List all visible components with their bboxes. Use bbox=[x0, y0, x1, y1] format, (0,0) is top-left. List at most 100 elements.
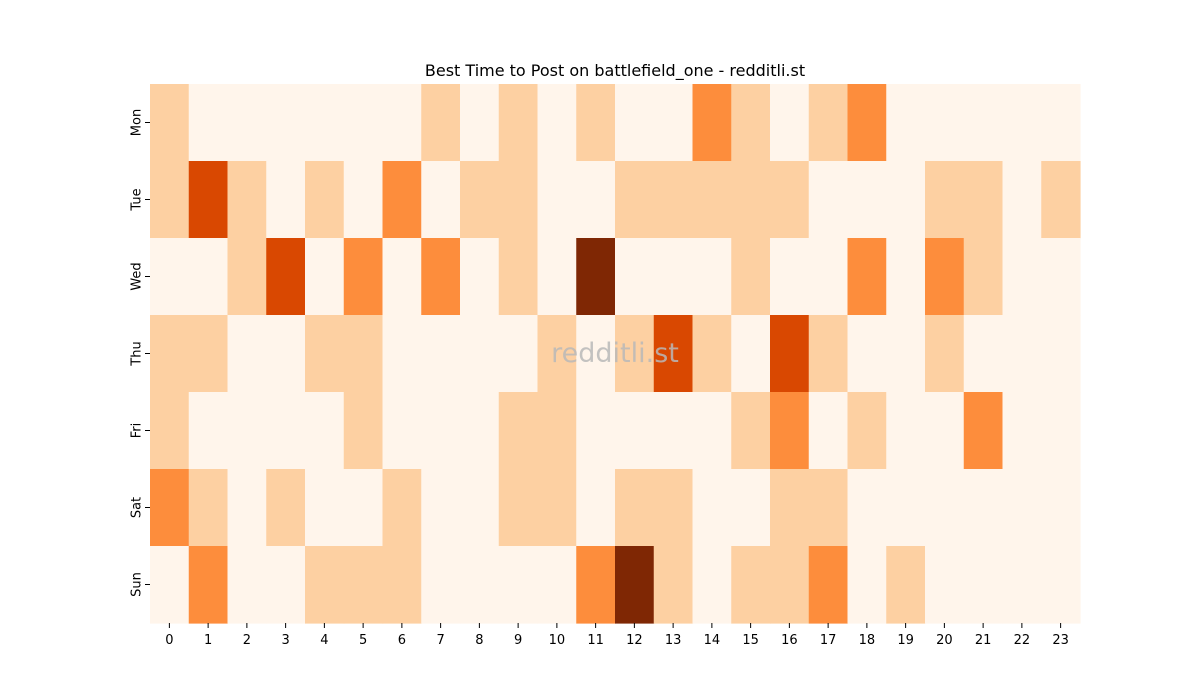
x-tick-label: 15 bbox=[742, 633, 759, 648]
x-tick-label: 17 bbox=[820, 633, 837, 648]
heatmap-cell-mon-8 bbox=[460, 84, 500, 162]
heatmap-cell-tue-19 bbox=[886, 161, 926, 239]
heatmap-cell-thu-15 bbox=[731, 315, 771, 393]
heatmap-cell-thu-6 bbox=[382, 315, 422, 393]
heatmap-cell-thu-8 bbox=[460, 315, 500, 393]
heatmap-cell-sun-6 bbox=[382, 546, 422, 624]
heatmap-cell-mon-6 bbox=[382, 84, 422, 162]
heatmap-cell-fri-18 bbox=[847, 392, 887, 470]
heatmap-cell-wed-3 bbox=[266, 238, 306, 316]
heatmap-cell-wed-16 bbox=[770, 238, 810, 316]
heatmap-cell-fri-6 bbox=[382, 392, 422, 470]
heatmap-cell-fri-21 bbox=[963, 392, 1004, 470]
heatmap-cell-sun-18 bbox=[847, 546, 887, 624]
heatmap-cell-sat-1 bbox=[188, 469, 229, 547]
heatmap-cell-wed-0 bbox=[150, 238, 190, 316]
y-tick-label: Thu bbox=[130, 341, 145, 366]
x-tick-label: 21 bbox=[975, 633, 992, 648]
heatmap-cells bbox=[150, 84, 1081, 624]
heatmap-cell-fri-10 bbox=[537, 392, 577, 470]
heatmap-cell-wed-2 bbox=[227, 238, 267, 316]
heatmap-cell-tue-12 bbox=[615, 161, 655, 239]
heatmap-cell-thu-21 bbox=[963, 315, 1004, 393]
heatmap-cell-sun-1 bbox=[188, 546, 229, 624]
heatmap-cell-wed-19 bbox=[886, 238, 926, 316]
heatmap-cell-tue-8 bbox=[460, 161, 500, 239]
heatmap-cell-thu-16 bbox=[770, 315, 810, 393]
heatmap-cell-fri-11 bbox=[576, 392, 616, 470]
x-tick-label: 23 bbox=[1052, 633, 1069, 648]
heatmap-cell-wed-23 bbox=[1041, 238, 1081, 316]
x-tick-label: 2 bbox=[243, 633, 251, 648]
heatmap-cell-thu-9 bbox=[498, 315, 539, 393]
heatmap-cell-tue-22 bbox=[1002, 161, 1042, 239]
heatmap-cell-fri-12 bbox=[615, 392, 655, 470]
heatmap-cell-tue-13 bbox=[653, 161, 694, 239]
heatmap-cell-sun-16 bbox=[770, 546, 810, 624]
heatmap-cell-fri-19 bbox=[886, 392, 926, 470]
heatmap-cell-sat-11 bbox=[576, 469, 616, 547]
heatmap-cell-tue-15 bbox=[731, 161, 771, 239]
heatmap-cell-tue-1 bbox=[188, 161, 229, 239]
heatmap-cell-sun-12 bbox=[615, 546, 655, 624]
heatmap-cell-wed-17 bbox=[808, 238, 849, 316]
heatmap-cell-sun-22 bbox=[1002, 546, 1042, 624]
heatmap-cell-sat-18 bbox=[847, 469, 887, 547]
heatmap-cell-tue-16 bbox=[770, 161, 810, 239]
heatmap-cell-tue-11 bbox=[576, 161, 616, 239]
heatmap-cell-fri-7 bbox=[421, 392, 461, 470]
heatmap-cell-fri-0 bbox=[150, 392, 190, 470]
heatmap-cell-tue-9 bbox=[498, 161, 539, 239]
heatmap-cell-tue-6 bbox=[382, 161, 422, 239]
x-tick-label: 10 bbox=[549, 633, 566, 648]
heatmap-cell-thu-7 bbox=[421, 315, 461, 393]
y-tick-label: Mon bbox=[130, 109, 145, 136]
heatmap-cell-thu-17 bbox=[808, 315, 849, 393]
heatmap-cell-mon-11 bbox=[576, 84, 616, 162]
heatmap-cell-mon-23 bbox=[1041, 84, 1081, 162]
heatmap-cell-mon-1 bbox=[188, 84, 229, 162]
heatmap-cell-tue-7 bbox=[421, 161, 461, 239]
heatmap-cell-sun-10 bbox=[537, 546, 577, 624]
heatmap-cell-sun-23 bbox=[1041, 546, 1081, 624]
heatmap-cell-mon-13 bbox=[653, 84, 694, 162]
y-tick-label: Sun bbox=[130, 572, 145, 597]
heatmap-cell-sun-21 bbox=[963, 546, 1004, 624]
heatmap-cell-mon-12 bbox=[615, 84, 655, 162]
heatmap-cell-mon-14 bbox=[692, 84, 732, 162]
heatmap-cell-sat-22 bbox=[1002, 469, 1042, 547]
heatmap-cell-tue-18 bbox=[847, 161, 887, 239]
heatmap-cell-fri-22 bbox=[1002, 392, 1042, 470]
heatmap-cell-sun-19 bbox=[886, 546, 926, 624]
heatmap-cell-mon-22 bbox=[1002, 84, 1042, 162]
heatmap-cell-sat-17 bbox=[808, 469, 849, 547]
heatmap-cell-mon-10 bbox=[537, 84, 577, 162]
x-tick-label: 13 bbox=[665, 633, 682, 648]
heatmap-cell-thu-10 bbox=[537, 315, 577, 393]
heatmap-cell-fri-20 bbox=[925, 392, 965, 470]
heatmap-cell-wed-5 bbox=[343, 238, 384, 316]
heatmap-cell-sat-23 bbox=[1041, 469, 1081, 547]
heatmap-cell-thu-3 bbox=[266, 315, 306, 393]
heatmap-cell-wed-9 bbox=[498, 238, 539, 316]
heatmap-cell-thu-22 bbox=[1002, 315, 1042, 393]
x-tick-label: 11 bbox=[587, 633, 604, 648]
x-tick-label: 20 bbox=[936, 633, 953, 648]
heatmap-cell-thu-5 bbox=[343, 315, 384, 393]
heatmap-cell-wed-11 bbox=[576, 238, 616, 316]
x-tick-label: 7 bbox=[436, 633, 444, 648]
heatmap-cell-wed-10 bbox=[537, 238, 577, 316]
heatmap-cell-wed-1 bbox=[188, 238, 229, 316]
heatmap-cell-thu-0 bbox=[150, 315, 190, 393]
heatmap-cell-sat-10 bbox=[537, 469, 577, 547]
heatmap-cell-sun-0 bbox=[150, 546, 190, 624]
watermark: redditli.st bbox=[551, 338, 679, 369]
heatmap-cell-wed-22 bbox=[1002, 238, 1042, 316]
heatmap-cell-wed-18 bbox=[847, 238, 887, 316]
x-tick-label: 5 bbox=[359, 633, 367, 648]
heatmap-cell-mon-5 bbox=[343, 84, 384, 162]
x-tick-label: 8 bbox=[475, 633, 483, 648]
x-tick-label: 12 bbox=[626, 633, 643, 648]
heatmap-cell-wed-15 bbox=[731, 238, 771, 316]
